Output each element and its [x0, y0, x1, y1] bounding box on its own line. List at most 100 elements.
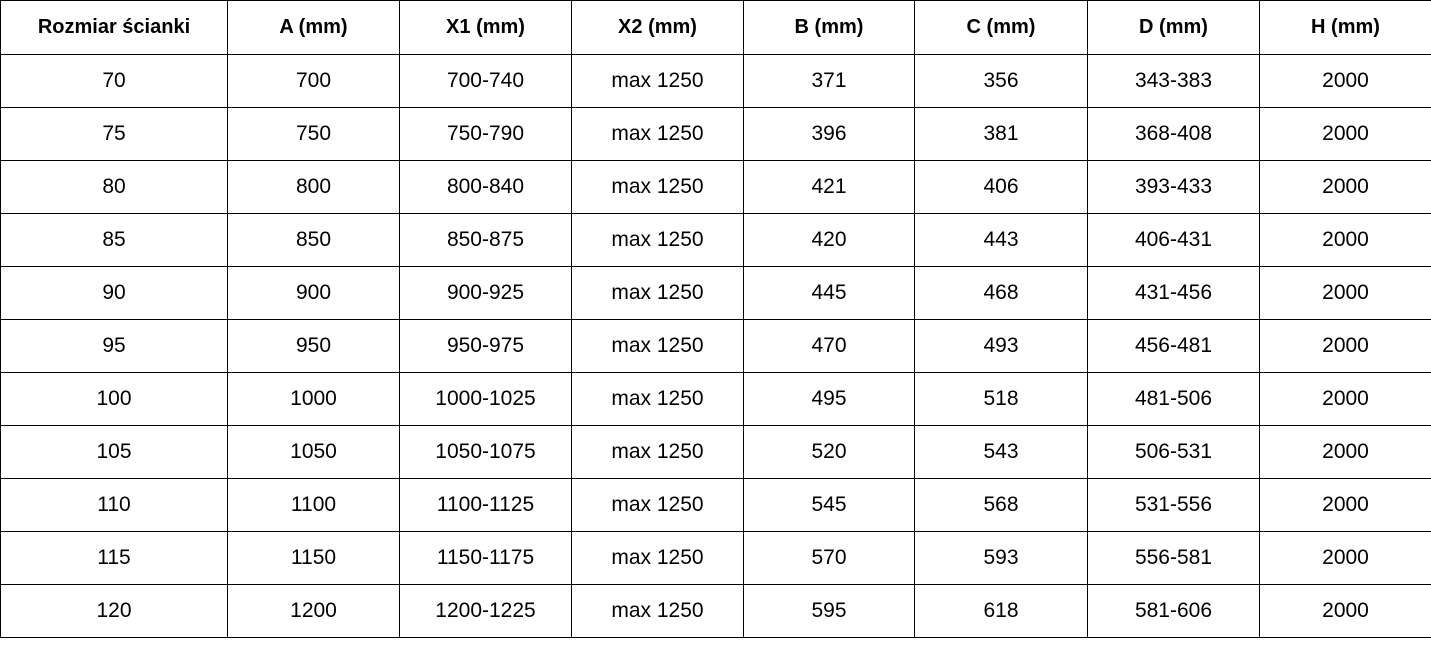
table-cell: max 1250 [571, 266, 744, 320]
table-cell: 1150-1175 [399, 531, 572, 585]
table-cell: 90 [0, 266, 228, 320]
table-row: 115 1150 1150-1175 max 1250 570 593 556-581 200… [0, 531, 1431, 585]
table-cell: 850-875 [399, 213, 572, 267]
table-row: 80 800 800-840 max 1250 421 406 393-433 2000 [0, 160, 1431, 214]
column-header: B (mm) [743, 0, 915, 55]
table-cell: 468 [914, 266, 1088, 320]
table-cell: 443 [914, 213, 1088, 267]
column-header: X2 (mm) [571, 0, 744, 55]
table-cell: 495 [743, 372, 915, 426]
table-cell: max 1250 [571, 584, 744, 638]
table-cell: 406 [914, 160, 1088, 214]
table-cell: 85 [0, 213, 228, 267]
table-cell: 2000 [1259, 266, 1431, 320]
table-cell: 750-790 [399, 107, 572, 161]
table-cell: 70 [0, 54, 228, 108]
table-cell: 2000 [1259, 478, 1431, 532]
table-cell: 2000 [1259, 54, 1431, 108]
table-cell: 445 [743, 266, 915, 320]
column-header: X1 (mm) [399, 0, 572, 55]
table-cell: 800-840 [399, 160, 572, 214]
table-cell: 381 [914, 107, 1088, 161]
column-header: A (mm) [227, 0, 400, 55]
table-cell: 100 [0, 372, 228, 426]
table-cell: max 1250 [571, 54, 744, 108]
table-cell: 431-456 [1087, 266, 1260, 320]
table-cell: 470 [743, 319, 915, 373]
table-cell: 556-581 [1087, 531, 1260, 585]
table-cell: 950 [227, 319, 400, 373]
table-row: 85 850 850-875 max 1250 420 443 406-431 2000 [0, 213, 1431, 267]
table-cell: 1050 [227, 425, 400, 479]
table-cell: 368-408 [1087, 107, 1260, 161]
table-cell: 2000 [1259, 160, 1431, 214]
table-cell: 75 [0, 107, 228, 161]
column-header: H (mm) [1259, 0, 1431, 55]
table-cell: 343-383 [1087, 54, 1260, 108]
table-cell: 110 [0, 478, 228, 532]
table-cell: 520 [743, 425, 915, 479]
table-cell: 595 [743, 584, 915, 638]
table-cell: max 1250 [571, 160, 744, 214]
table-cell: 750 [227, 107, 400, 161]
table-cell: 850 [227, 213, 400, 267]
table-cell: 568 [914, 478, 1088, 532]
table-cell: 456-481 [1087, 319, 1260, 373]
table-cell: 493 [914, 319, 1088, 373]
table-cell: 1100 [227, 478, 400, 532]
table-cell: 80 [0, 160, 228, 214]
table-cell: max 1250 [571, 372, 744, 426]
table-cell: 1150 [227, 531, 400, 585]
table-cell: max 1250 [571, 478, 744, 532]
table-cell: 396 [743, 107, 915, 161]
table-cell: 570 [743, 531, 915, 585]
table-cell: 421 [743, 160, 915, 214]
table-cell: 1000-1025 [399, 372, 572, 426]
table-header-row: Rozmiar ścianki A (mm) X1 (mm) X2 (mm) B (mm… [0, 0, 1431, 55]
table-row: 120 1200 1200-1225 max 1250 595 618 581-606 200… [0, 584, 1431, 638]
table-cell: 581-606 [1087, 584, 1260, 638]
table-cell: 518 [914, 372, 1088, 426]
table-row: 95 950 950-975 max 1250 470 493 456-481 2000 [0, 319, 1431, 373]
table-cell: 2000 [1259, 372, 1431, 426]
table-cell: 1100-1125 [399, 478, 572, 532]
table-cell: 2000 [1259, 213, 1431, 267]
table-body: 70 700 700-740 max 1250 371 356 343-383 2000 75 7… [0, 54, 1431, 638]
column-header: Rozmiar ścianki [0, 0, 228, 55]
table-cell: 618 [914, 584, 1088, 638]
table-cell: 95 [0, 319, 228, 373]
table-cell: max 1250 [571, 425, 744, 479]
table-cell: 2000 [1259, 531, 1431, 585]
table-cell: 356 [914, 54, 1088, 108]
table-cell: 593 [914, 531, 1088, 585]
table-cell: 1200 [227, 584, 400, 638]
table-cell: 700 [227, 54, 400, 108]
column-header: C (mm) [914, 0, 1088, 55]
table-cell: max 1250 [571, 213, 744, 267]
table-cell: 115 [0, 531, 228, 585]
column-header: D (mm) [1087, 0, 1260, 55]
table-cell: 700-740 [399, 54, 572, 108]
table-cell: 2000 [1259, 319, 1431, 373]
table-row: 90 900 900-925 max 1250 445 468 431-456 2000 [0, 266, 1431, 320]
table-row: 70 700 700-740 max 1250 371 356 343-383 2000 [0, 54, 1431, 108]
table-cell: 1000 [227, 372, 400, 426]
table-row: 100 1000 1000-1025 max 1250 495 518 481-506 200… [0, 372, 1431, 426]
table-cell: 900 [227, 266, 400, 320]
table-cell: 950-975 [399, 319, 572, 373]
table-cell: 105 [0, 425, 228, 479]
table-cell: 1200-1225 [399, 584, 572, 638]
table-cell: 420 [743, 213, 915, 267]
table-cell: 393-433 [1087, 160, 1260, 214]
table-cell: 545 [743, 478, 915, 532]
table-row: 75 750 750-790 max 1250 396 381 368-408 2000 [0, 107, 1431, 161]
table-cell: 531-556 [1087, 478, 1260, 532]
table-cell: 2000 [1259, 107, 1431, 161]
table-cell: max 1250 [571, 531, 744, 585]
table-cell: 543 [914, 425, 1088, 479]
table-cell: 406-431 [1087, 213, 1260, 267]
table-cell: max 1250 [571, 107, 744, 161]
table-cell: 1050-1075 [399, 425, 572, 479]
table-cell: 120 [0, 584, 228, 638]
